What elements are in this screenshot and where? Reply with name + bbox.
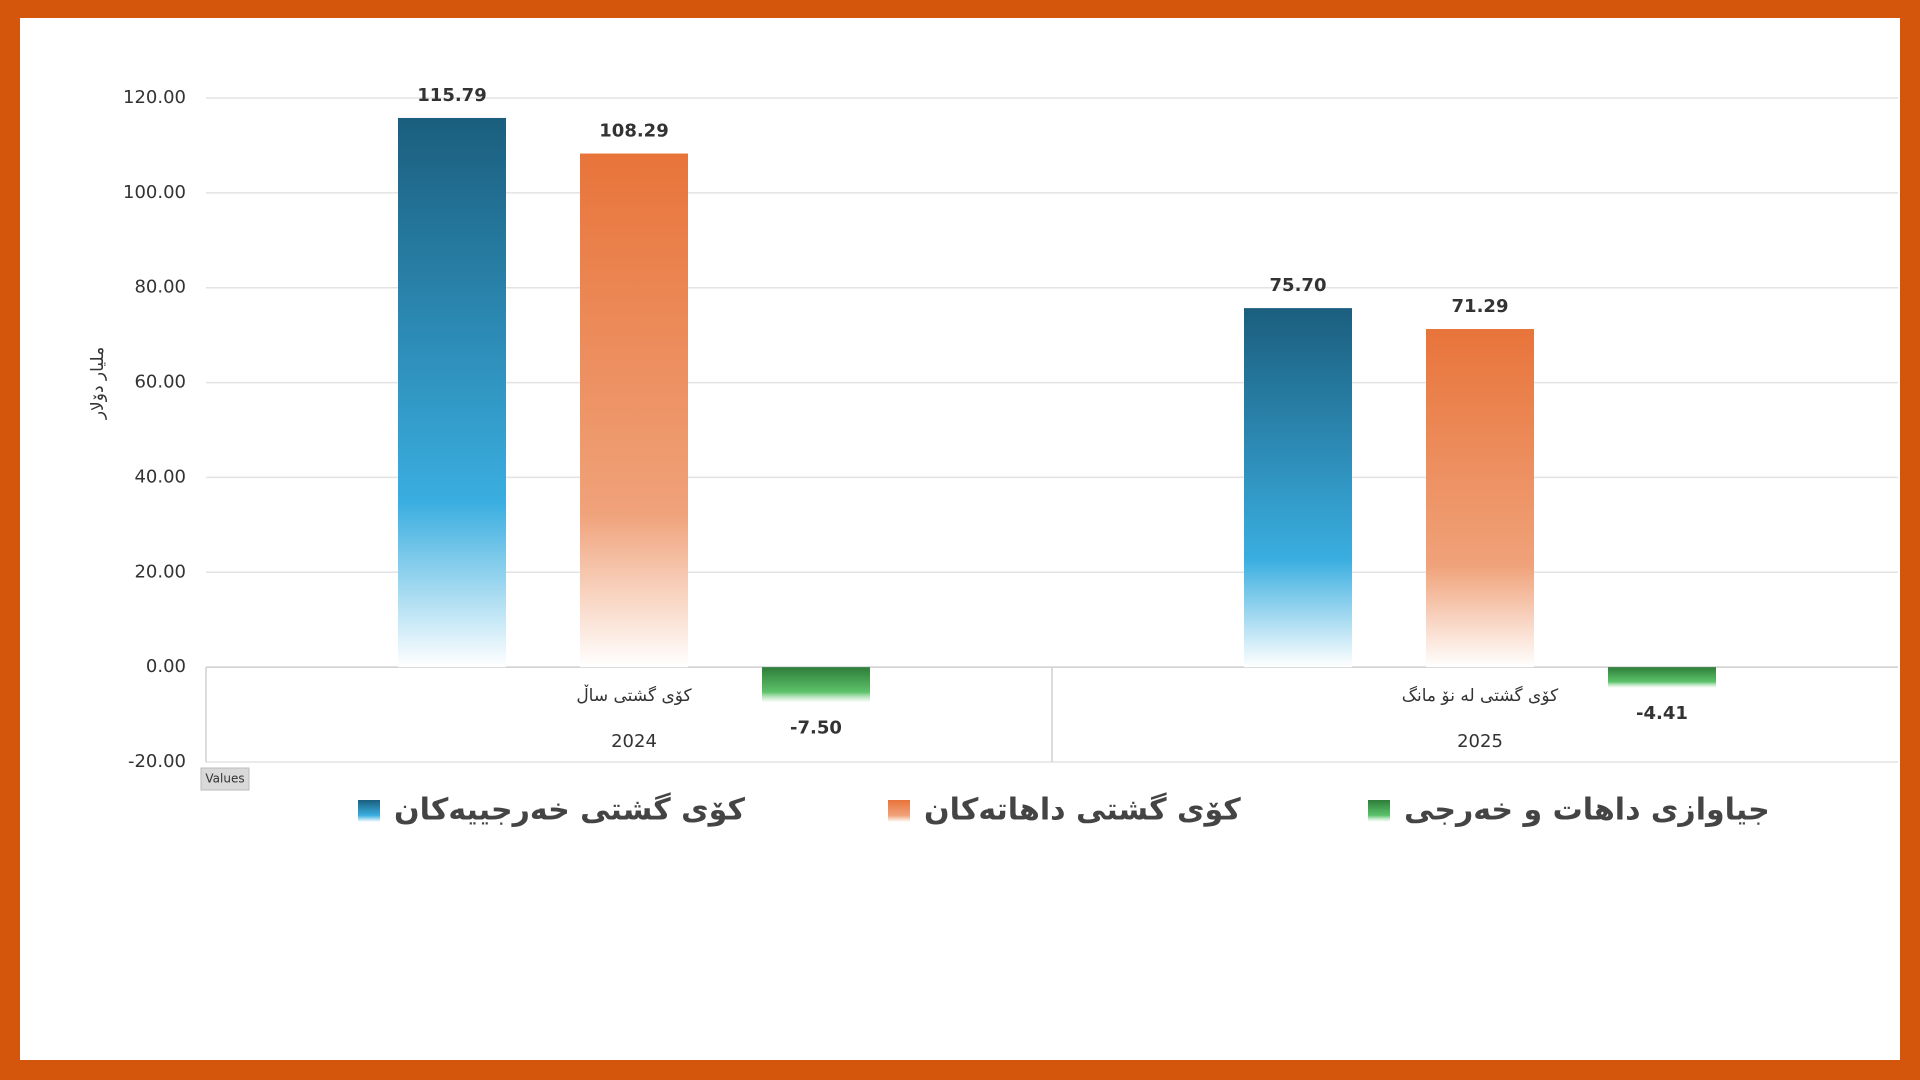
bar — [762, 667, 870, 703]
bar — [398, 117, 506, 668]
field-button[interactable] — [200, 767, 250, 791]
field-button-label[interactable]: Values — [205, 772, 244, 786]
bar — [1608, 667, 1716, 689]
value-label: 108.29 — [599, 121, 668, 142]
x-category-label: 2024 — [611, 731, 657, 752]
y-tick-label: 40.00 — [134, 466, 186, 487]
legend-text: کۆی گشتی خەرجییەکان — [394, 792, 745, 828]
legend-swatch — [358, 800, 380, 822]
y-tick-label: 100.00 — [123, 182, 186, 203]
legend-swatch — [888, 800, 910, 822]
value-label: -7.50 — [790, 718, 842, 739]
bar — [580, 153, 688, 668]
value-label: 71.29 — [1452, 296, 1509, 317]
y-tick-label: 0.00 — [146, 656, 186, 677]
x-tick-label: کۆی گشتی لە نۆ مانگ — [1402, 685, 1559, 706]
bar — [1426, 329, 1534, 668]
legend-text: جیاوازی داهات و خەرجی — [1404, 793, 1770, 828]
y-tick-label: 20.00 — [134, 561, 186, 582]
y-tick-label: 120.00 — [123, 87, 186, 108]
value-label: -4.41 — [1636, 703, 1688, 724]
y-tick-label: -20.00 — [128, 751, 186, 772]
legend-text: کۆی گشتی داهاتەکان — [924, 792, 1241, 828]
value-label: 75.70 — [1270, 275, 1327, 296]
value-label: 115.79 — [417, 85, 486, 106]
y-axis-label: ملیار دۆلار — [88, 347, 108, 420]
x-category-label: 2025 — [1457, 731, 1503, 752]
x-tick-label: کۆی گشتی ساڵ — [576, 684, 692, 706]
y-tick-label: 80.00 — [134, 277, 186, 298]
y-tick-label: 60.00 — [134, 372, 186, 393]
bar — [1244, 308, 1352, 668]
legend-swatch — [1368, 800, 1390, 822]
chart-background — [20, 18, 1900, 1060]
